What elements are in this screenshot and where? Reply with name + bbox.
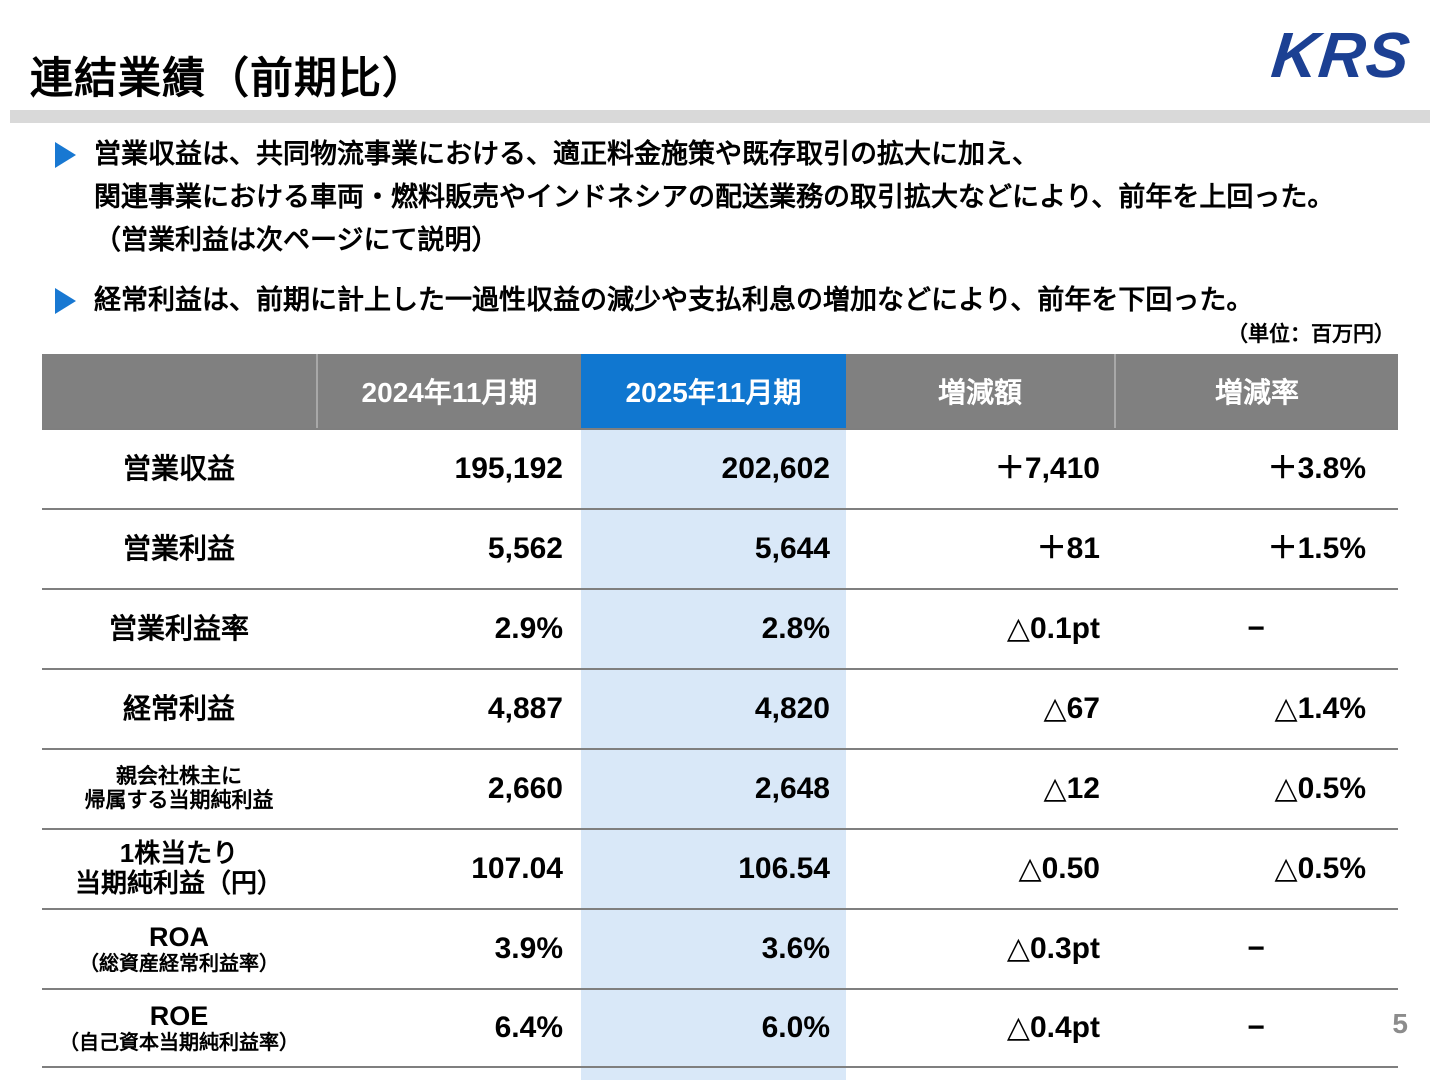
- bullet-line: 経常利益は、前期に計上した一過性収益の減少や支払利息の増加などにより、前年を下回…: [94, 285, 1254, 315]
- header-rate: 増減率: [1114, 354, 1398, 428]
- table-row: 営業利益 5,562 5,644 ＋81 ＋1.5%: [42, 508, 1398, 588]
- bullet-text: 営業収益は、共同物流事業における、適正料金施策や既存取引の拡大に加え、 関連事業…: [94, 133, 1334, 262]
- table-row: 営業利益率 2.9% 2.8% △0.1pt −: [42, 588, 1398, 668]
- value-diff: ＋7,410: [994, 452, 1100, 485]
- bullet-ordinary-income: 経常利益は、前期に計上した一過性収益の減少や支払利息の増加などにより、前年を下回…: [55, 279, 1395, 322]
- bullet-line: 営業収益は、共同物流事業における、適正料金施策や既存取引の拡大に加え、: [94, 139, 1039, 169]
- table-row: 営業収益 195,192 202,602 ＋7,410 ＋3.8%: [42, 428, 1398, 508]
- value-2025: 106.54: [738, 852, 830, 885]
- row-label: 営業利益: [122, 532, 235, 564]
- title-underline-band: [10, 110, 1430, 123]
- value-2025: 2,648: [754, 772, 830, 805]
- value-2024: 2.9%: [494, 612, 563, 645]
- value-rate: −: [1247, 1011, 1265, 1044]
- table-row: 1株当たり 当期純利益（円） 107.04 106.54 △0.50 △0.5%: [42, 828, 1398, 908]
- table-row: ROE （自己資本当期純利益率） 6.4% 6.0% △0.4pt −: [42, 988, 1398, 1068]
- value-2025: 2.8%: [761, 612, 830, 645]
- table-header-row: 2024年11月期 2025年11月期 増減額 増減率: [42, 354, 1398, 428]
- table-row: ROA （総資産経常利益率） 3.9% 3.6% △0.3pt −: [42, 908, 1398, 988]
- header-fy2024: 2024年11月期: [316, 354, 581, 428]
- bullet-text: 経常利益は、前期に計上した一過性収益の減少や支払利息の増加などにより、前年を下回…: [94, 279, 1253, 322]
- value-rate: △1.4%: [1274, 692, 1366, 725]
- table-row: 親会社株主に 帰属する当期純利益 2,660 2,648 △12 △0.5%: [42, 748, 1398, 828]
- value-2024: 107.04: [471, 852, 563, 885]
- header-diff: 増減額: [937, 377, 1022, 408]
- krs-logo: KRS: [1268, 19, 1414, 91]
- row-label: ROE: [149, 1000, 209, 1031]
- header-empty: [42, 354, 316, 428]
- value-2024: 6.4%: [494, 1011, 563, 1044]
- value-rate: △0.5%: [1274, 772, 1366, 805]
- summary-bullets: 営業収益は、共同物流事業における、適正料金施策や既存取引の拡大に加え、 関連事業…: [55, 133, 1395, 339]
- page-number: 5: [1392, 1008, 1408, 1039]
- row-label: 経常利益: [122, 692, 235, 724]
- row-label: 親会社株主に: [116, 764, 242, 788]
- value-2024: 2,660: [487, 772, 563, 805]
- table-row: 経常利益 4,887 4,820 △67 △1.4%: [42, 668, 1398, 748]
- results-table: 2024年11月期 2025年11月期 増減額 増減率 営業収益 195,192…: [42, 354, 1398, 1068]
- value-2025: 5,644: [754, 532, 830, 565]
- value-diff: △0.1pt: [1006, 612, 1100, 645]
- value-diff: △67: [1043, 692, 1100, 725]
- page-title: 連結業績（前期比）: [30, 55, 426, 103]
- bullet-arrow-icon: [55, 288, 76, 314]
- bullet-line: （営業利益は次ページにて説明）: [94, 225, 499, 255]
- bullet-line: 関連事業における車両・燃料販売やインドネシアの配送業務の取引拡大などにより、前年…: [94, 182, 1335, 212]
- value-2024: 195,192: [454, 452, 563, 485]
- value-rate: −: [1247, 612, 1265, 645]
- value-2025: 4,820: [754, 692, 830, 725]
- row-label: 1株当たり: [119, 838, 239, 869]
- row-label-line2: （総資産経常利益率）: [79, 953, 279, 976]
- value-rate: −: [1247, 932, 1265, 965]
- value-rate: ＋3.8%: [1267, 452, 1366, 485]
- value-2024: 4,887: [487, 692, 563, 725]
- value-2025: 202,602: [721, 452, 830, 485]
- bullet-revenue: 営業収益は、共同物流事業における、適正料金施策や既存取引の拡大に加え、 関連事業…: [55, 133, 1395, 262]
- row-label-line2: 当期純利益（円）: [74, 868, 283, 898]
- bullet-arrow-icon: [55, 142, 76, 168]
- value-2025: 3.6%: [761, 932, 830, 965]
- value-rate: △0.5%: [1274, 852, 1366, 885]
- value-diff: △0.3pt: [1006, 932, 1100, 965]
- fy2025-highlight-column: [581, 428, 846, 1080]
- row-label-line2: 帰属する当期純利益: [84, 789, 274, 812]
- value-diff: △12: [1043, 772, 1100, 805]
- value-2024: 5,562: [487, 532, 563, 565]
- row-label-line2: （自己資本当期純利益率）: [59, 1032, 299, 1055]
- value-2025: 6.0%: [761, 1011, 830, 1044]
- row-label: 営業利益率: [108, 612, 249, 644]
- value-diff: ＋81: [1036, 532, 1100, 565]
- row-label: ROA: [149, 921, 209, 952]
- value-rate: ＋1.5%: [1267, 532, 1366, 565]
- row-label: 営業収益: [122, 452, 235, 484]
- header-fy2025: 2025年11月期: [581, 354, 846, 428]
- value-2024: 3.9%: [494, 932, 563, 965]
- unit-note: （単位：百万円）: [1227, 323, 1395, 346]
- value-diff: △0.50: [1018, 852, 1100, 885]
- value-diff: △0.4pt: [1006, 1011, 1100, 1044]
